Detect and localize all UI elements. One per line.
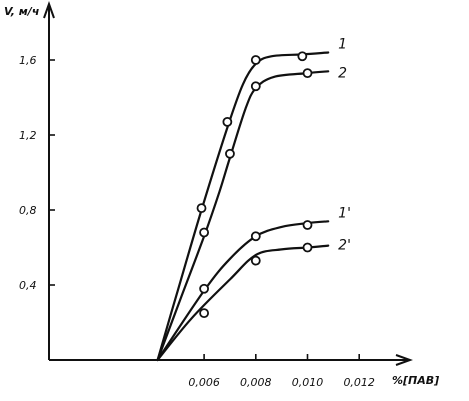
data-point <box>199 308 210 319</box>
data-point <box>199 227 210 238</box>
x-tick-label: 0,010 <box>292 376 324 389</box>
x-tick-label: 0,006 <box>188 376 220 389</box>
data-point <box>250 55 261 65</box>
data-point <box>222 116 233 127</box>
data-point <box>250 255 261 266</box>
y-axis-arrow <box>43 1 55 19</box>
y-tick-label: 1,2 <box>19 129 37 142</box>
data-point <box>250 231 261 242</box>
series-line-0 <box>156 51 330 362</box>
data-point <box>196 203 207 214</box>
series-labels: 1 2 1' 2' <box>338 37 351 254</box>
curves <box>156 51 330 362</box>
series-label: 1' <box>338 205 351 221</box>
y-tick-label: 1,6 <box>19 54 37 67</box>
x-tick-label: 0,012 <box>343 376 375 389</box>
x-axis-arrow <box>395 354 413 366</box>
data-point <box>302 68 313 79</box>
points <box>196 51 313 319</box>
data-point <box>199 283 210 294</box>
series-line-1 <box>156 70 330 362</box>
y-tick-label: 0,8 <box>19 204 37 217</box>
series-line-3 <box>156 244 330 362</box>
x-axis-label: %[ПАВ] <box>392 374 439 387</box>
series-label: 2 <box>338 65 347 81</box>
x-tick-label: 0,008 <box>240 376 272 389</box>
data-point <box>225 148 235 159</box>
data-point <box>297 51 308 62</box>
data-point <box>250 81 261 92</box>
y-tick-label: 0,4 <box>19 279 37 292</box>
axes <box>43 1 413 366</box>
series-label: 1 <box>338 37 347 53</box>
y-axis-label: V, м/ч <box>4 5 39 18</box>
series-label: 2' <box>338 238 351 254</box>
data-point <box>302 220 313 230</box>
ticks: 0,4 0,8 1,2 1,6 0,006 0,008 0,010 0,012 <box>19 54 375 389</box>
data-point <box>302 242 313 253</box>
